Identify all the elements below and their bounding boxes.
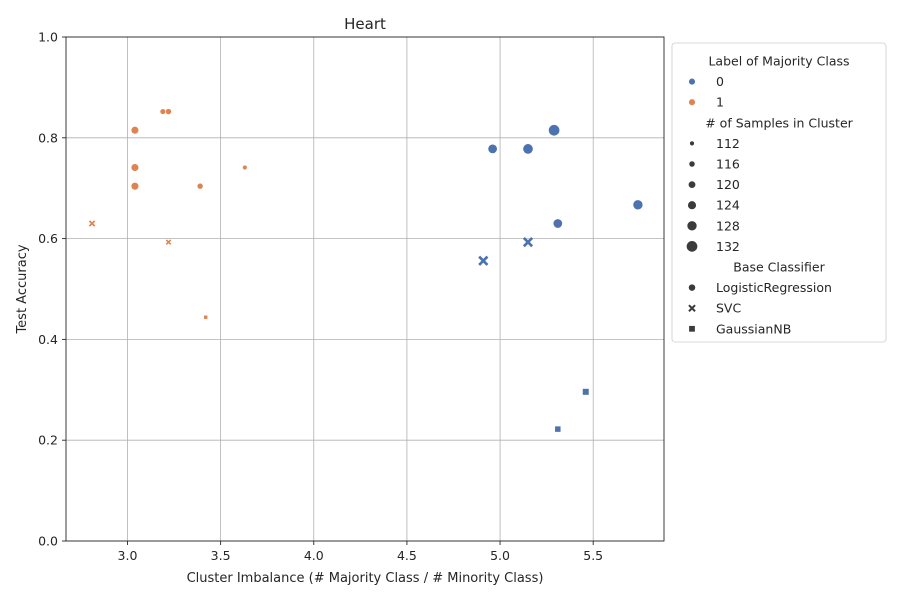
y-axis-label: Test Accuracy	[15, 244, 30, 334]
chart-title: Heart	[344, 15, 386, 33]
data-point	[555, 426, 561, 432]
legend-size-marker	[688, 160, 696, 168]
y-tick-label: 0.0	[38, 534, 58, 549]
legend-size-marker	[687, 180, 697, 189]
legend-size-marker	[689, 140, 695, 147]
data-point	[522, 237, 534, 248]
legend-size-label: 116	[716, 157, 740, 172]
y-axis-ticks: 0.0 0.2 0.4 0.6 0.8 1.0	[38, 30, 66, 549]
data-point	[130, 163, 140, 172]
data-point	[204, 315, 208, 319]
data-points	[88, 108, 644, 432]
legend-size-marker	[686, 220, 698, 232]
grid-lines	[66, 36, 664, 542]
legend-size-label: 128	[716, 218, 740, 233]
data-point	[552, 218, 563, 229]
x-tick-label: 4.5	[397, 548, 417, 563]
legend-size-marker	[687, 200, 697, 210]
legend-size-marker	[685, 240, 699, 253]
data-point	[242, 164, 248, 171]
data-point	[522, 143, 534, 155]
legend-style-label: LogisticRegression	[716, 280, 832, 295]
data-point	[165, 239, 172, 245]
legend-style-label: GaussianNB	[716, 321, 791, 336]
legend-hue-label: 0	[716, 74, 724, 89]
x-tick-label: 5.5	[583, 548, 603, 563]
legend-hue-marker	[688, 98, 696, 106]
x-tick-label: 3.5	[211, 548, 231, 563]
y-tick-label: 0.6	[38, 231, 58, 246]
data-point	[88, 220, 96, 227]
data-point	[159, 108, 167, 115]
legend-style-marker	[688, 304, 696, 312]
data-point	[478, 255, 489, 266]
data-point	[130, 125, 140, 135]
legend-hue-label: 1	[716, 95, 724, 110]
legend-style-marker	[688, 283, 696, 292]
legend-size-label: 132	[716, 239, 740, 254]
x-tick-label: 3.0	[118, 548, 138, 563]
data-point	[196, 182, 204, 190]
legend-size-label: 112	[716, 136, 740, 151]
x-axis-label: Cluster Imbalance (# Majority Class / # …	[187, 571, 544, 586]
legend-title-size: # of Samples in Cluster	[705, 115, 853, 130]
plot-frame	[65, 36, 665, 542]
x-axis-ticks: 3.0 3.5 4.0 4.5 5.0 5.5	[118, 541, 603, 563]
x-tick-label: 5.0	[490, 548, 510, 563]
y-tick-label: 1.0	[38, 30, 58, 45]
data-point	[632, 199, 644, 211]
legend-size-label: 120	[716, 177, 740, 192]
data-point	[548, 124, 561, 137]
legend-title-hue: Label of Majority Class	[708, 54, 849, 69]
legend-style-label: SVC	[716, 301, 741, 316]
y-tick-label: 0.8	[38, 130, 58, 145]
legend: Label of Majority Class 0 1 # of Samples in…	[671, 42, 887, 343]
x-tick-label: 4.0	[304, 548, 324, 563]
data-point	[582, 388, 589, 395]
legend-hue-marker	[688, 77, 696, 86]
legend-style-marker	[689, 325, 695, 332]
data-point	[487, 143, 498, 154]
legend-size-label: 124	[716, 198, 740, 213]
legend-title-style: Base Classifier	[733, 260, 825, 275]
y-tick-label: 0.4	[38, 332, 58, 347]
y-tick-label: 0.2	[38, 433, 58, 448]
data-point	[165, 108, 172, 116]
legend-box	[671, 42, 887, 343]
data-point	[130, 181, 140, 191]
